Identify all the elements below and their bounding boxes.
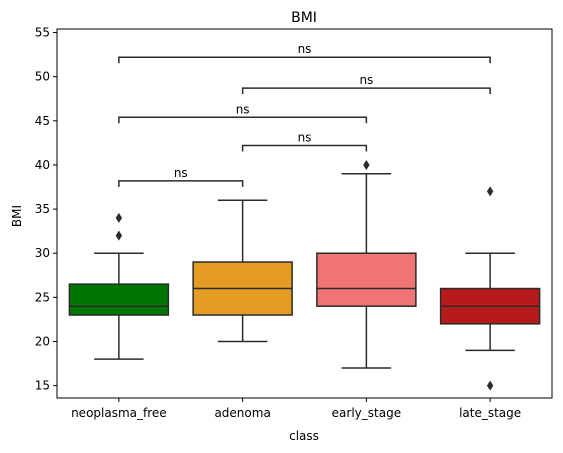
significance-bracket: ns	[241, 131, 368, 152]
x-axis-label: class	[289, 429, 319, 443]
y-tick-label: 35	[35, 202, 50, 216]
y-tick-label: 15	[35, 379, 50, 393]
plot-area: ns ns ns ns ns 15 20 25 30 35 40 45 50 55 neoplasma_fr…	[35, 26, 553, 420]
y-axis-label: BMI	[10, 205, 24, 227]
x-tick-label: neoplasma_free	[71, 406, 167, 420]
outlier-point	[115, 230, 123, 241]
outlier-point	[115, 212, 123, 223]
y-tick-label: 50	[35, 70, 50, 84]
significance-bracket: ns	[118, 166, 244, 187]
significance-label: ns	[174, 166, 188, 180]
significance-bracket: ns	[241, 73, 491, 95]
bracket-line	[118, 56, 491, 64]
y-tick-label: 45	[35, 114, 50, 128]
bracket-line	[241, 87, 491, 95]
x-tick-label: adenoma	[214, 406, 270, 420]
box-group-early-stage	[316, 159, 417, 369]
plot-frame	[56, 28, 553, 399]
box-group-late-stage	[439, 186, 541, 391]
outlier-point	[486, 186, 494, 197]
significance-label: ns	[298, 42, 312, 56]
y-tick-label: 20	[35, 335, 50, 349]
outlier-point	[363, 159, 370, 170]
y-tick-label: 40	[35, 158, 50, 172]
iqr-box	[316, 252, 417, 307]
significance-bracket: ns	[118, 42, 491, 64]
y-tick-label: 25	[35, 290, 50, 304]
box-group-neoplasma-free	[68, 212, 170, 360]
significance-label: ns	[298, 131, 312, 145]
x-tick-label: late_stage	[459, 406, 521, 420]
significance-label: ns	[359, 73, 373, 87]
bracket-line	[118, 116, 368, 124]
significance-bracket: ns	[118, 102, 368, 124]
y-tick-label: 30	[35, 246, 50, 260]
box-group-adenoma	[192, 199, 293, 343]
bracket-line	[118, 180, 244, 187]
outlier-point	[486, 380, 494, 391]
y-tick-label: 55	[35, 26, 50, 40]
bracket-line	[241, 144, 368, 152]
significance-label: ns	[236, 102, 250, 116]
chart-title: BMI	[291, 10, 317, 26]
iqr-box	[68, 283, 170, 316]
x-tick-label: early_stage	[332, 406, 401, 420]
